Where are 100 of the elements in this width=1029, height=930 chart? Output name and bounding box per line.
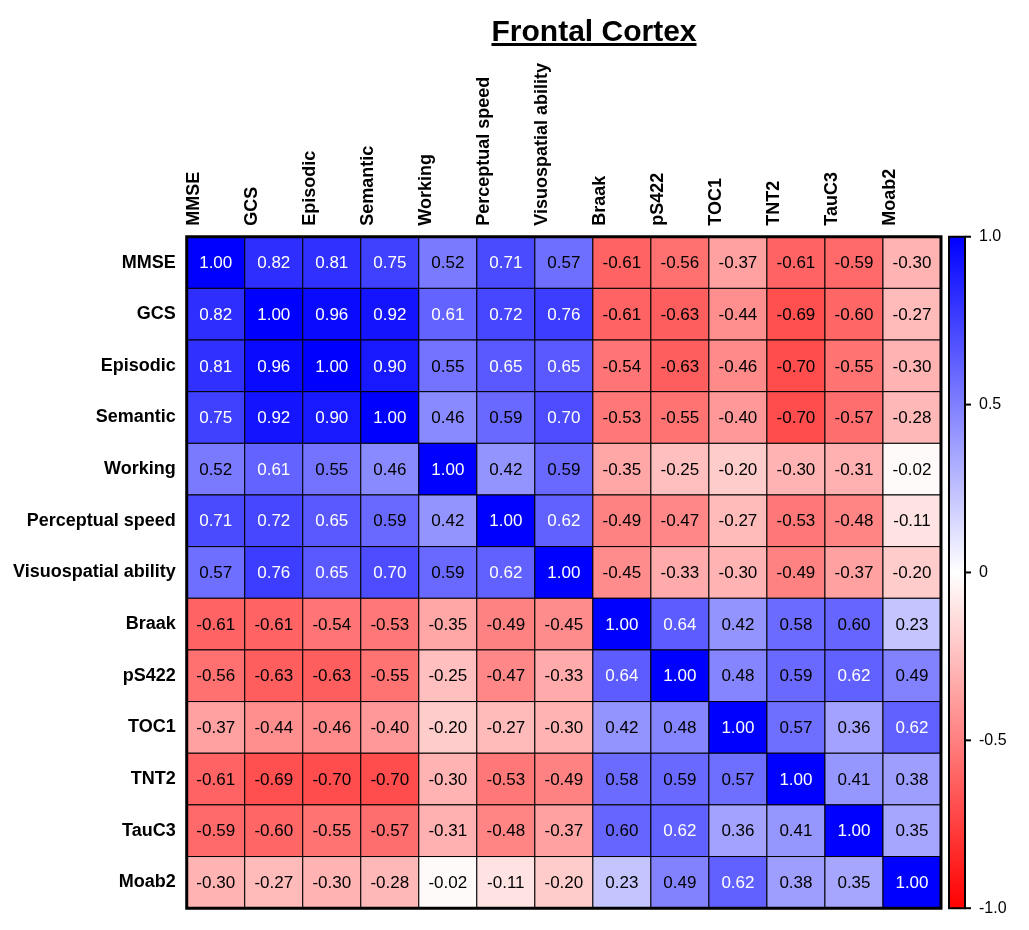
data-label: -0.30 bbox=[428, 769, 468, 789]
data-label: 0.76 bbox=[257, 563, 291, 583]
data-label: -0.30 bbox=[312, 873, 352, 893]
data-label: -0.53 bbox=[776, 511, 816, 531]
data-label: -0.70 bbox=[776, 408, 816, 428]
data-label: 0.59 bbox=[373, 511, 407, 531]
data-label: 0.38 bbox=[895, 769, 929, 789]
data-label: -0.60 bbox=[254, 821, 294, 841]
data-label: 1.00 bbox=[315, 356, 349, 376]
y-tick-label: Moab2 bbox=[118, 871, 176, 892]
x-tick-label: TNT2 bbox=[763, 180, 784, 226]
data-label: -0.54 bbox=[602, 356, 642, 376]
data-label: -0.61 bbox=[776, 253, 816, 273]
data-label: -0.20 bbox=[892, 563, 932, 583]
color-bar-label: 0.5 bbox=[979, 395, 1002, 412]
color-bar-label: -1.0 bbox=[979, 898, 1007, 916]
data-label: -0.55 bbox=[834, 356, 874, 376]
data-label: -0.27 bbox=[486, 718, 526, 738]
data-label: 0.65 bbox=[547, 356, 581, 376]
data-label: 0.70 bbox=[547, 408, 581, 428]
data-label: 0.75 bbox=[199, 408, 233, 428]
x-tick-label: GCS bbox=[241, 186, 262, 226]
data-label: 0.46 bbox=[373, 459, 407, 479]
data-label: 1.00 bbox=[837, 821, 871, 841]
data-label: 0.92 bbox=[257, 408, 291, 428]
data-label: -0.61 bbox=[602, 253, 642, 273]
data-label: -0.31 bbox=[428, 821, 468, 841]
data-label: -0.69 bbox=[776, 304, 816, 324]
data-label: 0.60 bbox=[605, 821, 639, 841]
data-label: -0.49 bbox=[776, 563, 816, 583]
data-label: 0.35 bbox=[837, 873, 871, 893]
y-tick-label: MMSE bbox=[121, 251, 176, 272]
data-label: -0.45 bbox=[602, 563, 642, 583]
data-label: 0.41 bbox=[779, 821, 813, 841]
data-label: -0.11 bbox=[487, 873, 525, 893]
data-label: -0.46 bbox=[312, 718, 352, 738]
data-label: -0.11 bbox=[893, 511, 931, 531]
data-label: 0.42 bbox=[605, 718, 639, 738]
data-label: -0.35 bbox=[602, 459, 642, 479]
data-label: 1.00 bbox=[373, 408, 407, 428]
data-label: -0.20 bbox=[544, 873, 584, 893]
data-label: -0.28 bbox=[892, 408, 932, 428]
data-label: 1.00 bbox=[605, 614, 639, 634]
data-label: 0.62 bbox=[547, 511, 581, 531]
data-label: -0.25 bbox=[660, 459, 700, 479]
data-label: 0.42 bbox=[721, 614, 755, 634]
data-label: -0.44 bbox=[254, 718, 294, 738]
data-label: 0.96 bbox=[257, 356, 291, 376]
data-label: -0.27 bbox=[254, 873, 294, 893]
data-label: 0.58 bbox=[605, 769, 639, 789]
data-label: 0.59 bbox=[489, 408, 523, 428]
y-tick-label: TauC3 bbox=[122, 819, 176, 840]
data-label: 0.65 bbox=[315, 511, 349, 531]
data-label: -0.30 bbox=[776, 459, 816, 479]
x-tick-label: Episodic bbox=[299, 150, 320, 226]
data-label: 0.62 bbox=[837, 666, 871, 686]
data-label: 0.35 bbox=[895, 821, 929, 841]
data-label: -0.61 bbox=[602, 304, 642, 324]
y-tick-label: Semantic bbox=[95, 406, 176, 427]
data-label: 0.48 bbox=[721, 666, 755, 686]
data-label: -0.53 bbox=[370, 614, 410, 634]
data-label: 0.58 bbox=[779, 614, 813, 634]
data-label: -0.48 bbox=[486, 821, 526, 841]
data-label: -0.31 bbox=[834, 459, 874, 479]
data-label: 0.59 bbox=[663, 769, 697, 789]
data-label: 0.81 bbox=[199, 356, 233, 376]
data-label: 0.55 bbox=[431, 356, 465, 376]
x-tick-label: Perceptual speed bbox=[473, 76, 494, 226]
data-label: 1.00 bbox=[257, 304, 291, 324]
data-label: -0.45 bbox=[544, 614, 584, 634]
x-tick-label: TOC1 bbox=[705, 178, 726, 226]
data-label: -0.53 bbox=[602, 408, 642, 428]
data-label: 0.71 bbox=[489, 253, 523, 273]
data-label: -0.30 bbox=[892, 356, 932, 376]
data-label: -0.57 bbox=[834, 408, 874, 428]
data-label: 0.57 bbox=[779, 718, 813, 738]
data-label: -0.37 bbox=[718, 253, 758, 273]
data-label: 0.36 bbox=[837, 718, 871, 738]
x-tick-label: Working bbox=[415, 154, 436, 226]
data-label: 0.61 bbox=[257, 459, 291, 479]
data-label: -0.33 bbox=[660, 563, 700, 583]
data-label: -0.25 bbox=[428, 666, 468, 686]
y-tick-label: pS422 bbox=[122, 664, 176, 685]
data-label: 0.72 bbox=[257, 511, 291, 531]
data-label: 0.41 bbox=[837, 769, 871, 789]
data-label: -0.46 bbox=[718, 356, 758, 376]
color-bar-label: 0 bbox=[979, 562, 988, 580]
data-label: 0.75 bbox=[373, 253, 407, 273]
data-label: -0.20 bbox=[428, 718, 468, 738]
data-label: 0.72 bbox=[489, 304, 523, 324]
data-label: 0.59 bbox=[431, 563, 465, 583]
x-tick-label: pS422 bbox=[647, 172, 668, 226]
data-label: 0.59 bbox=[779, 666, 813, 686]
data-label: -0.49 bbox=[486, 614, 526, 634]
y-tick-label: Working bbox=[104, 458, 176, 479]
data-label: 1.00 bbox=[721, 718, 755, 738]
data-label: 0.49 bbox=[663, 873, 697, 893]
data-label: 0.38 bbox=[779, 873, 813, 893]
data-label: -0.02 bbox=[428, 873, 468, 893]
data-label: 0.23 bbox=[895, 614, 929, 634]
